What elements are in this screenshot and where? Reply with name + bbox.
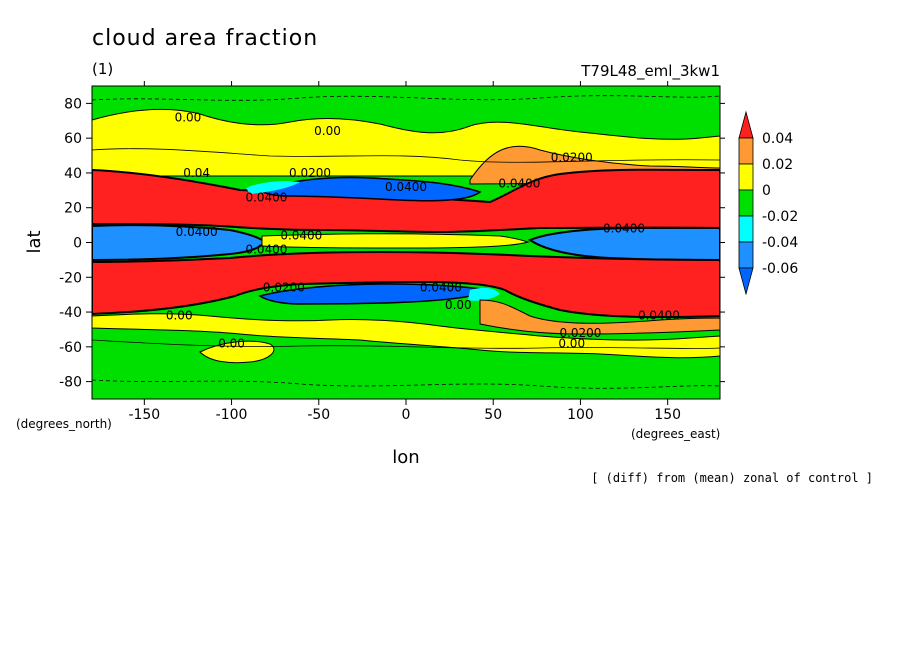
colorbar-label: 0.02: [762, 157, 793, 173]
colorbar-label: -0.06: [762, 261, 798, 277]
contour-label: 0.00: [218, 336, 245, 350]
band-blue-east: [527, 226, 720, 261]
y-tick-label: 0: [73, 236, 82, 252]
y-axis-ticks: 80 60 40 20 0 -20 -40 -60 -80: [59, 96, 725, 391]
contour-label: 0.04: [183, 166, 210, 180]
x-tick-label: 50: [484, 407, 502, 423]
contour-label: 0.0400: [498, 176, 540, 190]
contour-label: 0.0200: [289, 166, 331, 180]
y-tick-label: 40: [64, 166, 82, 182]
x-tick-label: 150: [654, 407, 681, 423]
contour-label: 0.0200: [263, 281, 305, 295]
band-yellow-south: [92, 313, 720, 359]
x-tick-label: -150: [128, 407, 160, 423]
x-axis-ticks: -150 -100 -50 0 50 100 150: [128, 81, 681, 423]
contour-label: 0.00: [166, 309, 193, 323]
y-axis-label: lat: [24, 230, 45, 253]
colorbar: 0.04 0.02 0 -0.02 -0.04 -0.06: [738, 110, 798, 296]
colorbar-label: 0.04: [762, 131, 793, 147]
contour-label: 0.0400: [603, 222, 645, 236]
band-yellow-equator: [261, 233, 530, 249]
colorbar-arrow-top: [738, 110, 754, 139]
contour-label: 0.0400: [420, 281, 462, 295]
contour-label: 0.0200: [559, 326, 601, 340]
x-axis-label: lon: [392, 447, 419, 468]
note-label: [ (diff) from (mean) zonal of control ]: [591, 471, 873, 485]
contour-label: 0.0200: [551, 150, 593, 164]
band-red-south: [92, 250, 720, 319]
experiment-label: T79L48_eml_3kw1: [580, 62, 720, 81]
x-tick-label: 0: [402, 407, 411, 423]
chart-title: cloud area fraction: [92, 26, 318, 51]
contour-line-north-1: [92, 95, 720, 101]
contour-label: 0.00: [558, 336, 585, 350]
colorbar-segment: [738, 163, 754, 191]
panel-label: (1): [92, 60, 113, 78]
colorbar-segment: [738, 189, 754, 217]
contour-label: 0.0400: [176, 225, 218, 239]
contour-label: 0.00: [314, 124, 341, 138]
colorbar-label: 0: [762, 183, 771, 199]
contour-line-south-2: [92, 379, 720, 389]
x-tick-label: 100: [567, 407, 594, 423]
x-units-label: (degrees_east): [631, 427, 720, 441]
y-tick-label: -80: [59, 375, 82, 391]
colorbar-arrow-bottom: [738, 267, 754, 296]
y-tick-label: -20: [59, 270, 82, 286]
contour-label: 0.0400: [245, 190, 287, 204]
x-tick-label: -50: [307, 407, 330, 423]
y-tick-label: 20: [64, 201, 82, 217]
contour-label: 0.0400: [280, 229, 322, 243]
colorbar-segment: [738, 215, 754, 243]
y-tick-label: -60: [59, 340, 82, 356]
colorbar-segment: [738, 241, 754, 269]
contour-line-south-1: [92, 339, 720, 349]
y-units-label: (degrees_north): [16, 417, 112, 431]
x-tick-label: -100: [216, 407, 248, 423]
contour-label: 0.0400: [385, 180, 427, 194]
contour-label: 0.0400: [638, 309, 680, 323]
y-tick-label: 80: [64, 96, 82, 112]
contour-label: 0.00: [445, 298, 472, 312]
band-cyan-south: [468, 287, 500, 301]
band-cyan-north: [246, 181, 300, 194]
colorbar-label: -0.02: [762, 209, 798, 225]
contour-label: 0.0400: [245, 242, 287, 256]
y-tick-label: -40: [59, 305, 82, 321]
colorbar-label: -0.04: [762, 235, 798, 251]
y-tick-label: 60: [64, 131, 82, 147]
contour-line-north-2: [92, 148, 720, 163]
colorbar-segment: [738, 137, 754, 165]
band-blue-north: [258, 176, 482, 202]
contour-label: 0.00: [175, 110, 202, 124]
band-orange-south: [479, 299, 720, 335]
